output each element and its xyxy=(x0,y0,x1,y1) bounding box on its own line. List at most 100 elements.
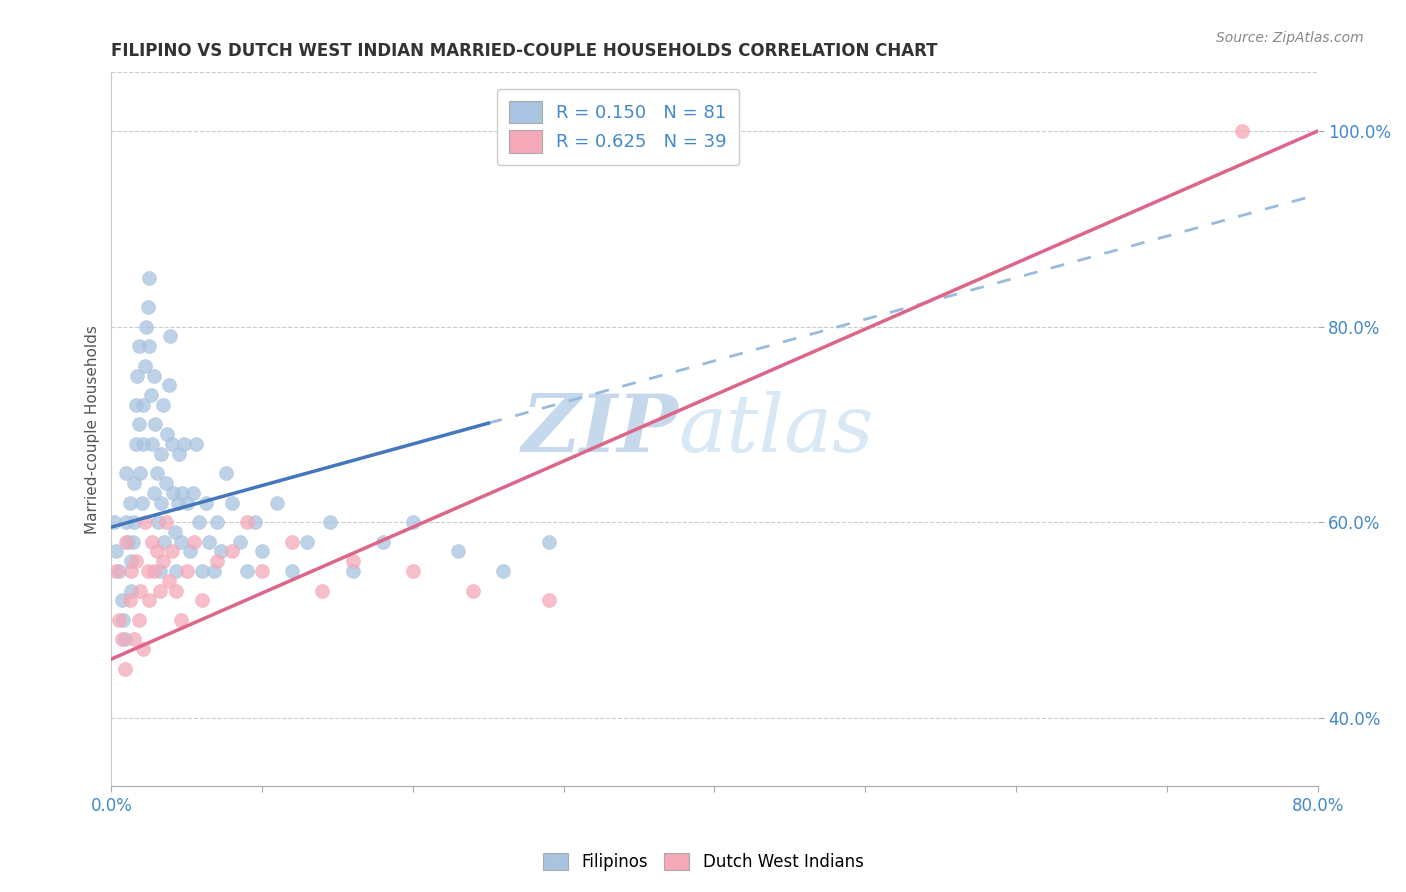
Point xyxy=(463,583,485,598)
Point xyxy=(297,534,319,549)
Point xyxy=(162,486,184,500)
Point xyxy=(115,515,138,529)
Point xyxy=(124,398,146,412)
Point xyxy=(236,564,259,578)
Point xyxy=(138,593,160,607)
Point xyxy=(108,613,131,627)
Point xyxy=(141,534,163,549)
Y-axis label: Married-couple Households: Married-couple Households xyxy=(86,325,100,533)
Point xyxy=(134,515,156,529)
Point xyxy=(250,564,273,578)
Point xyxy=(146,515,169,529)
Point xyxy=(170,534,193,549)
Point xyxy=(128,613,150,627)
Point xyxy=(120,554,142,568)
Point xyxy=(173,437,195,451)
Point xyxy=(165,564,187,578)
Point xyxy=(155,515,177,529)
Point xyxy=(170,613,193,627)
Point xyxy=(114,662,136,676)
Point xyxy=(132,437,155,451)
Text: atlas: atlas xyxy=(678,391,873,468)
Point xyxy=(134,359,156,373)
Point xyxy=(138,270,160,285)
Point xyxy=(142,486,165,500)
Point xyxy=(152,554,174,568)
Point xyxy=(159,329,181,343)
Point xyxy=(132,398,155,412)
Point xyxy=(195,495,218,509)
Point xyxy=(371,534,394,549)
Point xyxy=(176,564,198,578)
Point xyxy=(131,495,153,509)
Point xyxy=(221,495,243,509)
Point xyxy=(120,583,142,598)
Point xyxy=(122,515,145,529)
Point xyxy=(120,564,142,578)
Point xyxy=(179,544,201,558)
Point xyxy=(153,534,176,549)
Point xyxy=(281,564,304,578)
Point xyxy=(124,437,146,451)
Point xyxy=(163,524,186,539)
Point xyxy=(145,544,167,558)
Point xyxy=(181,486,204,500)
Point xyxy=(122,476,145,491)
Point xyxy=(198,534,221,549)
Text: Source: ZipAtlas.com: Source: ZipAtlas.com xyxy=(1216,31,1364,45)
Point xyxy=(167,447,190,461)
Point xyxy=(149,564,172,578)
Point xyxy=(142,368,165,383)
Point xyxy=(156,427,179,442)
Point xyxy=(166,495,188,509)
Text: FILIPINO VS DUTCH WEST INDIAN MARRIED-COUPLE HOUSEHOLDS CORRELATION CHART: FILIPINO VS DUTCH WEST INDIAN MARRIED-CO… xyxy=(111,42,938,60)
Point xyxy=(202,564,225,578)
Legend: R = 0.150   N = 81, R = 0.625   N = 39: R = 0.150 N = 81, R = 0.625 N = 39 xyxy=(496,88,740,165)
Point xyxy=(118,495,141,509)
Point xyxy=(191,564,214,578)
Point xyxy=(402,564,425,578)
Point xyxy=(243,515,266,529)
Point xyxy=(211,544,233,558)
Point xyxy=(402,515,425,529)
Point xyxy=(128,417,150,432)
Point xyxy=(155,476,177,491)
Point xyxy=(1230,124,1253,138)
Point xyxy=(236,515,259,529)
Point xyxy=(124,554,146,568)
Point xyxy=(342,554,364,568)
Point xyxy=(266,495,288,509)
Point xyxy=(172,486,194,500)
Point xyxy=(114,632,136,647)
Point xyxy=(115,467,138,481)
Point xyxy=(117,534,139,549)
Point xyxy=(176,495,198,509)
Point xyxy=(129,583,152,598)
Point xyxy=(145,467,167,481)
Point xyxy=(157,378,180,392)
Point xyxy=(104,544,127,558)
Point xyxy=(150,495,173,509)
Point xyxy=(129,467,152,481)
Point xyxy=(136,300,159,314)
Point xyxy=(128,339,150,353)
Point xyxy=(132,642,155,657)
Point xyxy=(184,437,207,451)
Point xyxy=(141,437,163,451)
Point xyxy=(142,564,165,578)
Legend: Filipinos, Dutch West Indians: Filipinos, Dutch West Indians xyxy=(534,845,872,880)
Point xyxy=(103,515,125,529)
Point xyxy=(157,574,180,588)
Point xyxy=(122,632,145,647)
Point xyxy=(121,534,143,549)
Point xyxy=(191,593,214,607)
Point xyxy=(205,554,228,568)
Point xyxy=(135,319,157,334)
Point xyxy=(152,398,174,412)
Point xyxy=(125,368,148,383)
Point xyxy=(537,534,560,549)
Point xyxy=(115,534,138,549)
Point xyxy=(492,564,515,578)
Point xyxy=(205,515,228,529)
Point xyxy=(139,388,162,402)
